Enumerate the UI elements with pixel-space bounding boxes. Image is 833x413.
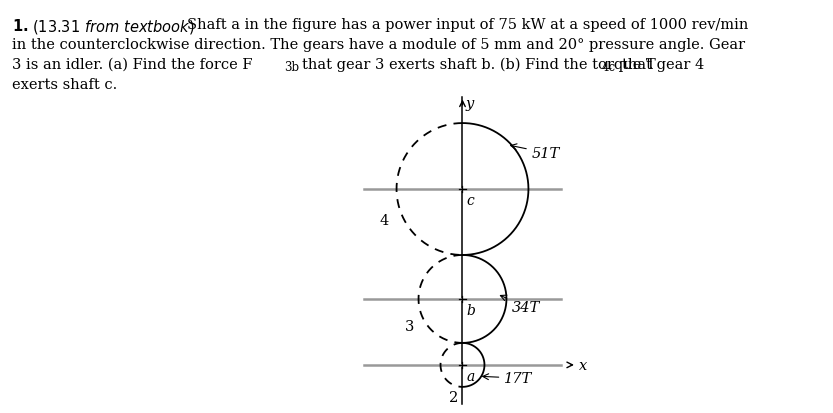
Text: that gear 3 exerts shaft b. (b) Find the torque T: that gear 3 exerts shaft b. (b) Find the… bbox=[302, 58, 656, 72]
Text: $(13.31\ \mathit{from\ textbook})$: $(13.31\ \mathit{from\ textbook})$ bbox=[32, 18, 195, 36]
Text: a: a bbox=[466, 369, 475, 383]
Text: 3: 3 bbox=[405, 319, 414, 333]
Text: that gear 4: that gear 4 bbox=[622, 58, 704, 72]
Text: in the counterclockwise direction. The gears have a module of 5 mm and 20° press: in the counterclockwise direction. The g… bbox=[12, 38, 746, 52]
Text: 34T: 34T bbox=[501, 295, 541, 314]
Text: 4c: 4c bbox=[602, 61, 616, 74]
Text: $\mathbf{1.}$: $\mathbf{1.}$ bbox=[12, 18, 28, 34]
Text: exerts shaft c.: exerts shaft c. bbox=[12, 78, 117, 92]
Text: 17T: 17T bbox=[482, 371, 532, 385]
Text: 3 is an idler. (a) Find the force F: 3 is an idler. (a) Find the force F bbox=[12, 58, 252, 72]
Text: 2: 2 bbox=[449, 390, 458, 404]
Text: Shaft a in the figure has a power input of 75 kW at a speed of 1000 rev/min: Shaft a in the figure has a power input … bbox=[187, 18, 748, 32]
Text: y: y bbox=[465, 96, 473, 110]
Text: x: x bbox=[579, 358, 587, 372]
Text: c: c bbox=[466, 194, 474, 207]
Text: 51T: 51T bbox=[511, 145, 560, 160]
Text: b: b bbox=[466, 303, 476, 317]
Text: 3b: 3b bbox=[284, 61, 299, 74]
Text: 4: 4 bbox=[380, 214, 389, 228]
